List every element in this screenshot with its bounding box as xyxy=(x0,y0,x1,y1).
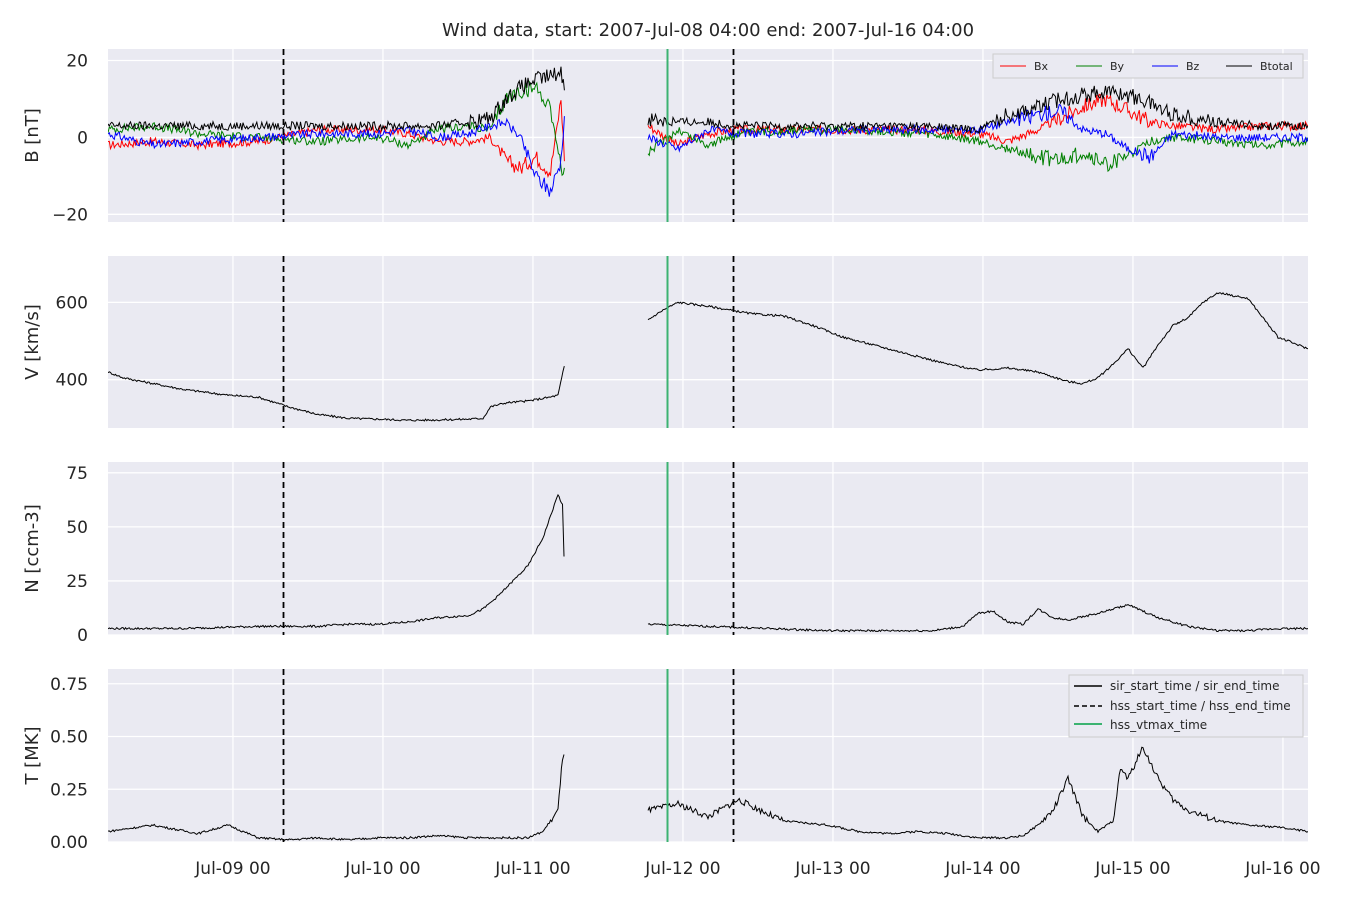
legend-bx-label: Bx xyxy=(1034,60,1049,73)
x-tick-label: Jul-13 00 xyxy=(794,859,870,879)
panel-data xyxy=(108,746,1308,842)
x-axis-ticks: Jul-09 00 Jul-10 00 Jul-11 00 Jul-12 00 Jul-… xyxy=(194,859,1320,879)
series-line-value xyxy=(647,746,1308,840)
panel-data xyxy=(108,493,1308,633)
x-tick-label: Jul-09 00 xyxy=(194,859,270,879)
y-tick-label: 50 xyxy=(66,518,88,538)
y-axis-label: T [MK] xyxy=(22,726,43,785)
y-axis-label: N [ccm-3] xyxy=(22,504,43,593)
series-line-bz xyxy=(647,103,1308,164)
panel-2: 600 400 V [km/s] xyxy=(22,256,1308,428)
legend-b-field: Bx By Bz Btotal xyxy=(992,53,1304,79)
y-tick-label: 400 xyxy=(56,371,88,391)
series-line-value xyxy=(108,493,565,631)
y-tick-label: 0.75 xyxy=(50,675,88,695)
y-tick-label: 600 xyxy=(56,293,88,313)
y-tick-label: −20 xyxy=(52,205,88,225)
legend-sir-label: sir_start_time / sir_end_time xyxy=(1110,679,1280,693)
y-tick-label: 0.50 xyxy=(50,728,88,748)
y-tick-label: 0 xyxy=(77,626,88,646)
legend-bz-label: Bz xyxy=(1186,60,1200,73)
x-tick-label: Jul-12 00 xyxy=(644,859,720,879)
y-tick-label: 75 xyxy=(66,464,88,484)
series-line-value xyxy=(647,292,1308,385)
y-axis-label: V [km/s] xyxy=(22,304,43,379)
legend-events-box xyxy=(1068,674,1304,738)
x-tick-label: Jul-16 00 xyxy=(1244,859,1320,879)
x-tick-label: Jul-14 00 xyxy=(944,859,1020,879)
chart-title: Wind data, start: 2007-Jul-08 04:00 end:… xyxy=(442,20,974,41)
y-tick-label: 0.25 xyxy=(50,780,88,800)
series-line-value xyxy=(647,604,1308,633)
panel-background xyxy=(108,462,1308,635)
legend-hss-label: hss_start_time / hss_end_time xyxy=(1110,699,1291,713)
x-tick-label: Jul-15 00 xyxy=(1094,859,1170,879)
legend-by-label: By xyxy=(1110,60,1125,73)
y-tick-label: 25 xyxy=(66,572,88,592)
y-axis-label: B [nT] xyxy=(22,108,43,163)
y-tick-label: 0 xyxy=(77,128,88,148)
y-tick-label: 0.00 xyxy=(50,833,88,853)
series-line-btotal xyxy=(108,66,565,132)
panel-background xyxy=(108,256,1308,428)
panel-data xyxy=(108,292,1308,422)
legend-vtmax-label: hss_vtmax_time xyxy=(1110,718,1207,732)
series-line-value xyxy=(108,365,565,422)
series-line-btotal xyxy=(647,84,1308,134)
series-line-by xyxy=(647,123,1308,173)
x-tick-label: Jul-11 00 xyxy=(494,859,570,879)
x-tick-label: Jul-10 00 xyxy=(344,859,420,879)
panel-3: 75 50 25 0 N [ccm-3] xyxy=(22,462,1308,646)
series-line-value xyxy=(108,754,565,842)
panel-data xyxy=(108,66,1308,197)
legend-btotal-label: Btotal xyxy=(1260,60,1293,73)
legend-events: sir_start_time / sir_end_time hss_start_… xyxy=(1068,674,1304,738)
y-tick-label: 20 xyxy=(66,52,88,72)
